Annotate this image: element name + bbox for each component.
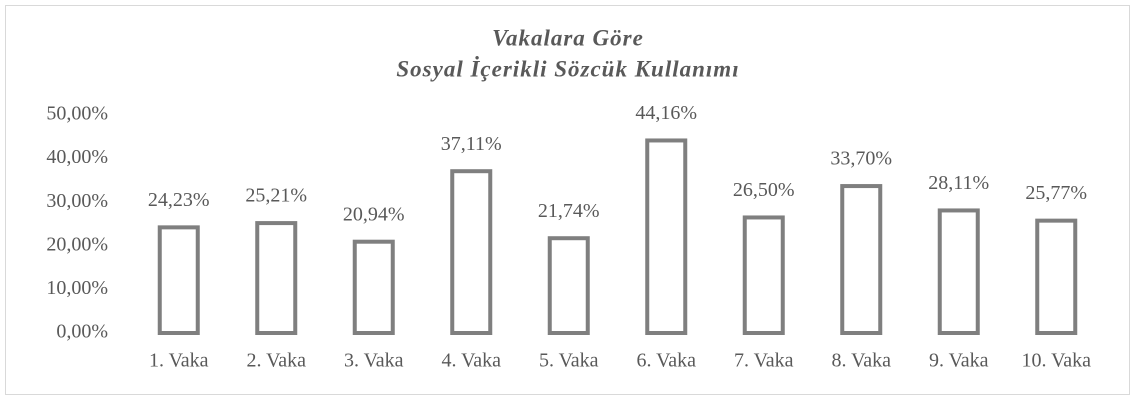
bar [352, 239, 395, 335]
chart-title: Sosyal İçerikli Sözcük Kullanımı [396, 55, 739, 81]
chart-title: Vakalara Göre [492, 25, 644, 50]
y-tick-label: 40,00% [46, 146, 108, 168]
bar [937, 208, 980, 335]
x-tick-label: 6. Vaka [636, 350, 696, 372]
y-tick-label: 20,00% [46, 233, 108, 255]
data-label: 26,50% [733, 179, 795, 201]
data-label: 21,74% [538, 200, 600, 222]
data-label: 20,94% [343, 203, 405, 225]
data-label: 37,11% [441, 133, 502, 155]
x-tick-label: 10. Vaka [1021, 350, 1091, 372]
data-label: 44,16% [635, 102, 697, 124]
y-tick-label: 50,00% [46, 103, 108, 125]
x-tick-label: 7. Vaka [734, 350, 794, 372]
bar [840, 184, 883, 335]
x-tick-label: 9. Vaka [929, 350, 989, 372]
x-tick-label: 5. Vaka [539, 350, 599, 372]
bar [255, 221, 298, 335]
bar [450, 169, 493, 335]
y-tick-label: 0,00% [56, 321, 108, 343]
x-tick-label: 2. Vaka [246, 350, 306, 372]
data-label: 28,11% [928, 172, 989, 194]
x-tick-label: 1. Vaka [149, 350, 209, 372]
bar [742, 215, 785, 336]
data-label: 25,77% [1025, 182, 1087, 204]
x-tick-label: 4. Vaka [441, 350, 501, 372]
data-label: 25,21% [245, 185, 307, 207]
bar [1035, 218, 1078, 336]
bar [157, 225, 200, 335]
data-label: 33,70% [830, 148, 892, 170]
y-tick-label: 30,00% [46, 190, 108, 212]
bar [547, 236, 590, 335]
x-tick-label: 8. Vaka [831, 350, 891, 372]
y-tick-label: 10,00% [46, 277, 108, 299]
x-tick-label: 3. Vaka [344, 350, 404, 372]
bar [645, 138, 688, 335]
data-label: 24,23% [148, 189, 210, 211]
